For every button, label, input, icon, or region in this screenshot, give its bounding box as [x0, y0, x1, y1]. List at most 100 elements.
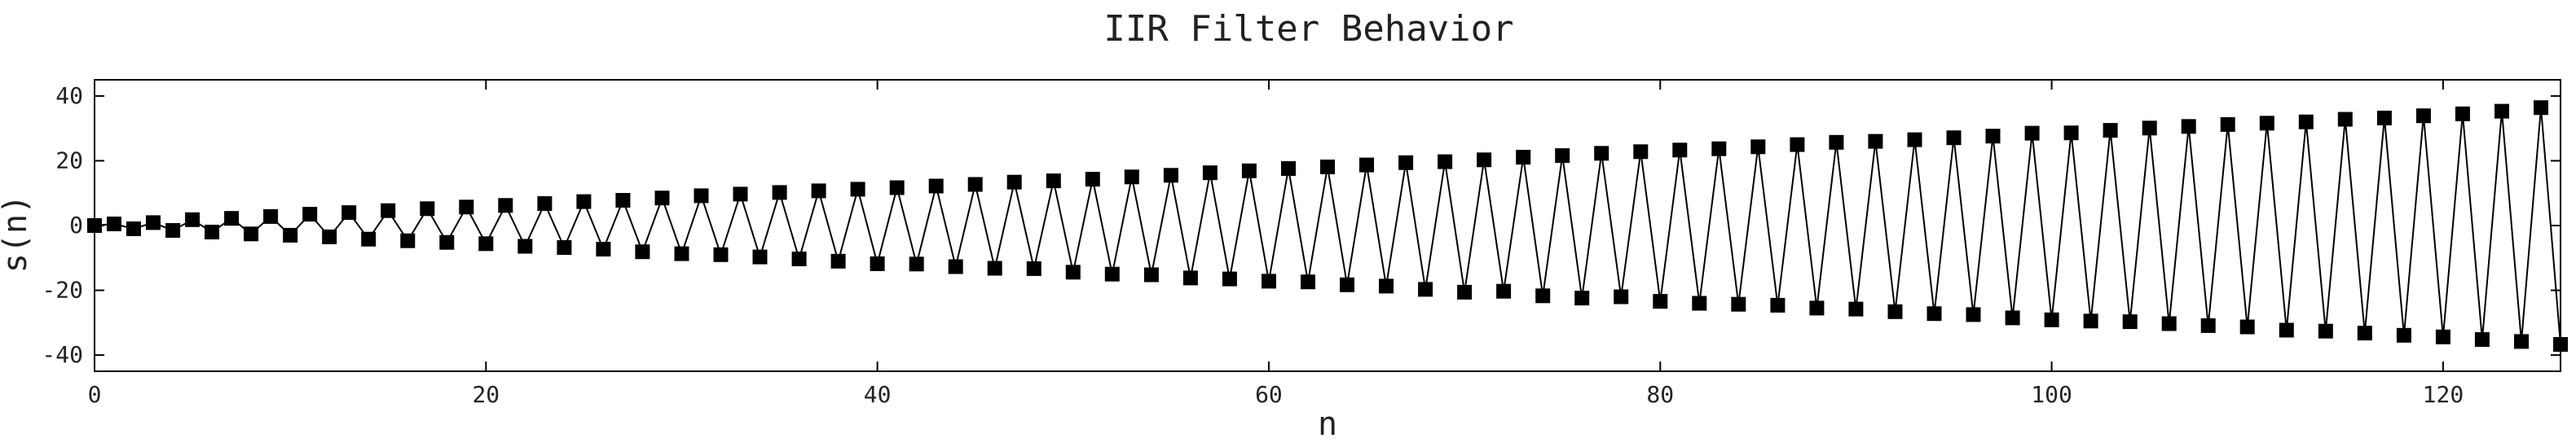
- data-point: [322, 229, 337, 244]
- data-point: [2161, 316, 2177, 331]
- data-point: [1750, 139, 1766, 155]
- y-axis-label: s(n): [0, 195, 34, 273]
- data-point: [185, 212, 200, 227]
- data-point: [2318, 323, 2333, 339]
- data-point: [2435, 329, 2451, 344]
- data-point: [2181, 119, 2196, 134]
- data-point: [674, 246, 689, 261]
- data-point: [2376, 110, 2392, 125]
- data-point: [1398, 155, 1414, 170]
- x-axis-label: n: [1318, 405, 1337, 443]
- data-point: [205, 225, 220, 239]
- data-point: [967, 177, 983, 192]
- data-point: [1006, 174, 1022, 190]
- data-point: [1809, 300, 1825, 316]
- data-point: [1046, 173, 1061, 189]
- data-point: [1477, 152, 1492, 168]
- data-point: [1907, 132, 1922, 147]
- data-point: [1457, 284, 1473, 300]
- chart-title: IIR Filter Behavior: [1103, 8, 1513, 50]
- data-point: [2044, 312, 2059, 327]
- data-point: [263, 208, 279, 224]
- data-point: [2357, 326, 2372, 341]
- data-point: [244, 226, 259, 242]
- data-point: [596, 242, 611, 256]
- data-point: [2396, 327, 2411, 343]
- x-tick-label: 120: [2423, 381, 2464, 408]
- data-point: [420, 201, 435, 217]
- data-point: [2142, 121, 2157, 136]
- data-point: [1887, 304, 1903, 319]
- x-tick-label: 20: [472, 381, 500, 408]
- data-point: [1262, 274, 1276, 289]
- data-point: [1985, 129, 2001, 144]
- data-point: [2063, 125, 2079, 141]
- data-point: [2024, 125, 2040, 141]
- x-axis: 0 20 40 60 80 100 120: [88, 80, 2464, 408]
- data-point: [107, 217, 121, 231]
- data-point: [1614, 289, 1629, 305]
- data-point: [1496, 283, 1512, 299]
- data-point: [1281, 161, 1296, 176]
- x-tick-label: 80: [1646, 381, 1674, 408]
- x-tick-label: 40: [864, 381, 892, 408]
- data-point: [1790, 137, 1805, 152]
- data-point: [1163, 168, 1178, 183]
- y-tick-label: 40: [55, 82, 83, 109]
- data-point: [2495, 103, 2509, 119]
- data-point: [2553, 337, 2568, 352]
- data-point: [1926, 306, 1942, 322]
- data-point: [459, 199, 474, 215]
- data-point: [889, 180, 905, 195]
- data-point: [87, 218, 102, 233]
- data-point: [713, 247, 729, 262]
- data-point: [361, 231, 376, 247]
- data-point: [1633, 144, 1649, 160]
- data-point: [870, 256, 885, 271]
- data-point: [2415, 108, 2431, 124]
- data-point: [1143, 267, 1159, 283]
- data-point: [1202, 165, 1218, 181]
- data-point: [615, 193, 631, 208]
- data-point: [1711, 141, 1727, 156]
- data-point: [1574, 291, 1590, 306]
- data-point: [1829, 134, 1844, 150]
- y-axis: -40 -20 0 20 40: [42, 82, 2561, 368]
- data-point: [1418, 282, 1433, 297]
- data-point: [283, 227, 298, 243]
- data-point: [1653, 294, 1668, 309]
- data-point: [1516, 150, 1531, 165]
- data-point: [1692, 296, 1707, 311]
- data-point: [400, 233, 416, 248]
- data-point: [654, 191, 670, 206]
- data-point: [1065, 265, 1081, 280]
- data-point: [557, 240, 572, 255]
- y-tick-label: 0: [69, 212, 83, 239]
- data-point: [478, 236, 494, 252]
- data-point: [1124, 169, 1139, 185]
- data-point: [830, 253, 846, 269]
- data-point: [1379, 278, 1394, 294]
- data-point: [1966, 307, 1981, 322]
- data-point: [1340, 277, 1354, 292]
- data-point: [1438, 154, 1453, 169]
- data-point: [1359, 157, 1374, 173]
- data-point: [2514, 334, 2529, 349]
- data-point: [1868, 134, 1883, 149]
- data-point: [1594, 146, 1609, 161]
- data-point: [928, 178, 944, 194]
- x-tick-label: 0: [88, 381, 102, 408]
- data-point: [2259, 116, 2274, 131]
- data-point: [381, 203, 396, 218]
- data-point: [2279, 322, 2294, 338]
- data-point: [1770, 297, 1786, 313]
- data-point: [165, 223, 181, 238]
- x-tick-label: 60: [1255, 381, 1283, 408]
- data-point: [1222, 271, 1237, 287]
- data-point: [1535, 288, 1551, 304]
- data-point: [2103, 123, 2118, 138]
- data-point: [2474, 332, 2490, 347]
- data-point: [1182, 270, 1198, 286]
- data-point: [1104, 266, 1120, 282]
